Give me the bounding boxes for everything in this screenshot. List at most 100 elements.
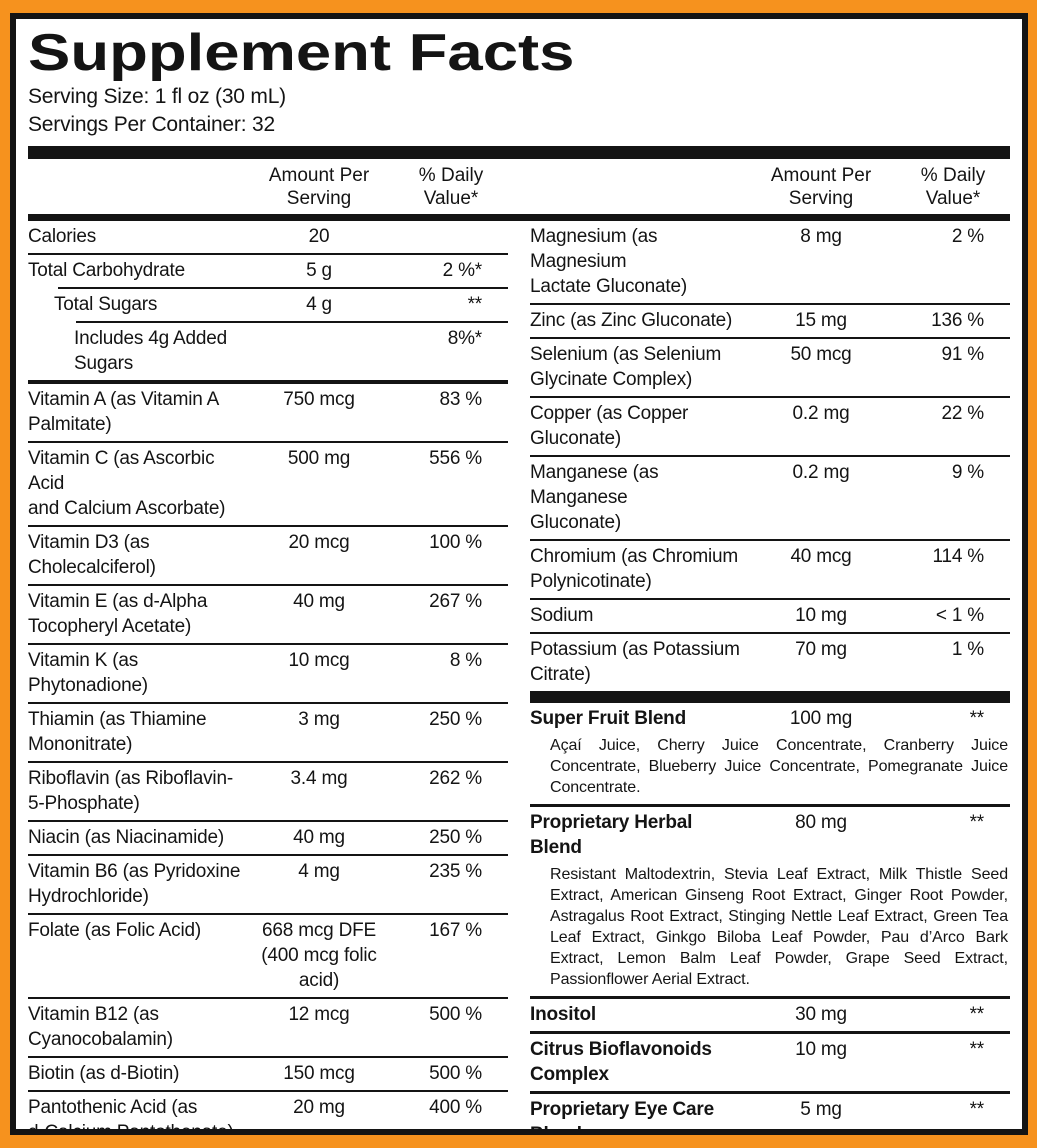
nutrient-row: Sodium 10 mg < 1 % <box>530 600 1010 632</box>
nutrient-name-text: Vitamin C (as Ascorbic Acid and Calcium … <box>28 448 226 519</box>
daily-value-cell: 250 % <box>429 827 482 848</box>
nutrient-name-text: Includes 4g Added Sugars <box>74 328 227 374</box>
separator-line <box>530 455 1010 457</box>
amount-value: 50 mcg <box>790 344 852 365</box>
amount-value: 3.4 mg <box>290 768 348 789</box>
separator-line <box>28 380 508 384</box>
nutrient-name-bold: Super Fruit Blend <box>530 708 686 729</box>
blend-ingredients: Resistant Maltodextrin, Stevia Leaf Extr… <box>550 866 1008 988</box>
amount-value: 4 mg <box>298 861 340 882</box>
column-headers: Amount Per Serving % Daily Value* Amount… <box>28 159 1010 214</box>
daily-value-cell: 91 % <box>941 344 984 365</box>
amount-cell: 15 mg <box>746 308 896 333</box>
amount-cell: 500 mg <box>244 446 394 471</box>
daily-value-cell: 500 % <box>429 1004 482 1025</box>
nutrient-name-text: Biotin (as d-Biotin) <box>28 1063 180 1084</box>
nutrient-name: Vitamin E (as d-Alpha Tocopheryl Acetate… <box>28 589 244 639</box>
separator-line <box>530 396 1010 398</box>
nutrient-name: Citrus Bioflavonoids Complex <box>530 1037 746 1087</box>
amount-value: 40 mcg <box>790 546 852 567</box>
right-nutrient-column: Magnesium (as Magnesium Lactate Gluconat… <box>530 221 1010 1135</box>
right-column-header: Amount Per Serving % Daily Value* <box>530 159 1010 214</box>
amount-value: 500 mg <box>287 448 351 469</box>
daily-value-cell: 250 % <box>429 709 482 730</box>
daily-value-cell: ** <box>467 294 483 315</box>
amount-value: 10 mg <box>795 605 847 626</box>
nutrient-name: Chromium (as Chromium Polynicotinate) <box>530 544 746 594</box>
nutrient-name-text: Folate (as Folic Acid) <box>28 920 201 941</box>
nutrient-row: Zinc (as Zinc Gluconate) 15 mg 136 % <box>530 305 1010 337</box>
nutrient-row: Vitamin C (as Ascorbic Acid and Calcium … <box>28 443 508 525</box>
nutrient-row: Proprietary Eye Care Blend 5 mg ** <box>530 1094 1010 1135</box>
daily-value-cell: 2 % <box>951 226 984 247</box>
separator-line <box>28 1090 508 1092</box>
amount-cell: 80 mg <box>746 810 896 835</box>
nutrient-name-text: Sodium <box>530 605 594 626</box>
amount-cell: 10 mg <box>746 1037 896 1062</box>
daily-value-cell: < 1 % <box>935 605 984 626</box>
separator-line <box>530 598 1010 600</box>
nutrient-name: Potassium (as Potassium Citrate) <box>530 637 746 687</box>
nutrient-name-text: Potassium (as Potassium Citrate) <box>530 639 740 685</box>
nutrient-name: Folate (as Folic Acid) <box>28 918 244 943</box>
amount-value: 100 mg <box>789 708 853 729</box>
separator-line <box>28 702 508 704</box>
daily-value-cell: 114 % <box>932 546 985 567</box>
nutrient-name-text: Vitamin K (as Phytonadione) <box>28 650 148 696</box>
daily-value-cell: 8 % <box>449 650 482 671</box>
nutrient-name-text: Copper (as Copper Gluconate) <box>530 403 689 449</box>
nutrient-name: Inositol <box>530 1002 746 1027</box>
nutrient-name: Vitamin B12 (as Cyanocobalamin) <box>28 1002 244 1052</box>
amount-cell: 40 mg <box>244 825 394 850</box>
amount-value: 10 mcg <box>288 650 350 671</box>
nutrient-name: Total Carbohydrate <box>28 258 244 283</box>
daily-value-cell: 500 % <box>429 1063 482 1084</box>
amount-value: 80 mg <box>795 812 847 833</box>
amount-value: 5 g <box>306 260 332 281</box>
amount-cell: 0.2 mg <box>746 460 896 485</box>
separator-line <box>530 303 1010 305</box>
spacer <box>530 164 746 210</box>
amount-value: 20 <box>308 226 330 247</box>
nutrient-row: Niacin (as Niacinamide) 40 mg 250 % <box>28 822 508 854</box>
amount-value: 0.2 mg <box>792 403 850 424</box>
amount-value: 40 mg <box>293 591 345 612</box>
daily-value-header: % Daily Value* <box>418 165 484 209</box>
daily-value-cell: 22 % <box>941 403 984 424</box>
nutrient-row: Vitamin B6 (as Pyridoxine Hydrochloride)… <box>28 856 508 913</box>
nutrient-name: Calories <box>28 224 244 249</box>
nutrient-row: Proprietary Herbal Blend 80 mg ** <box>530 807 1010 864</box>
nutrient-name-bold: Proprietary Eye Care Blend <box>530 1099 714 1135</box>
nutrient-row: Vitamin D3 (as Cholecalciferol) 20 mcg 1… <box>28 527 508 584</box>
amount-cell: 40 mcg <box>746 544 896 569</box>
nutrient-row: Riboflavin (as Riboflavin- 5-Phosphate) … <box>28 763 508 820</box>
nutrient-row: Manganese (as Manganese Gluconate) 0.2 m… <box>530 457 1010 539</box>
nutrient-row: Pantothenic Acid (as d-Calcium Pantothen… <box>28 1092 508 1129</box>
daily-value-cell: ** <box>969 1099 985 1120</box>
nutrient-name: Thiamin (as Thiamine Mononitrate) <box>28 707 244 757</box>
amount-value: 4 g <box>306 294 332 315</box>
amount-cell: 20 mg <box>244 1095 394 1120</box>
amount-cell: 10 mcg <box>244 648 394 673</box>
separator-line <box>530 1091 1010 1094</box>
nutrient-row: Includes 4g Added Sugars 8%* <box>28 323 508 380</box>
nutrient-name-text: Magnesium (as Magnesium Lactate Gluconat… <box>530 226 687 297</box>
daily-value-cell: 136 % <box>931 310 984 331</box>
amount-per-serving-header: Amount Per Serving <box>770 165 872 209</box>
nutrient-name-text: Selenium (as Selenium Glycinate Complex) <box>530 344 722 390</box>
nutrient-name: Proprietary Eye Care Blend <box>530 1097 746 1135</box>
separator-line <box>28 584 508 586</box>
amount-cell: 30 mg <box>746 1002 896 1027</box>
right-blend-rows: Super Fruit Blend 100 mg ** Açaí Juice, … <box>530 703 1010 1135</box>
separator-line <box>530 539 1010 541</box>
separator-line <box>28 997 508 999</box>
daily-value-cell: 400 % <box>429 1097 482 1118</box>
daily-value-cell: ** <box>969 812 985 833</box>
nutrient-row: Total Sugars 4 g ** <box>28 289 508 321</box>
amount-cell: 5 g <box>244 258 394 283</box>
daily-value-cell: 235 % <box>429 861 482 882</box>
amount-cell: 20 <box>244 224 394 249</box>
nutrient-name: Copper (as Copper Gluconate) <box>530 401 746 451</box>
separator-line <box>28 643 508 645</box>
nutrient-name-bold: Proprietary Herbal Blend <box>530 812 693 858</box>
